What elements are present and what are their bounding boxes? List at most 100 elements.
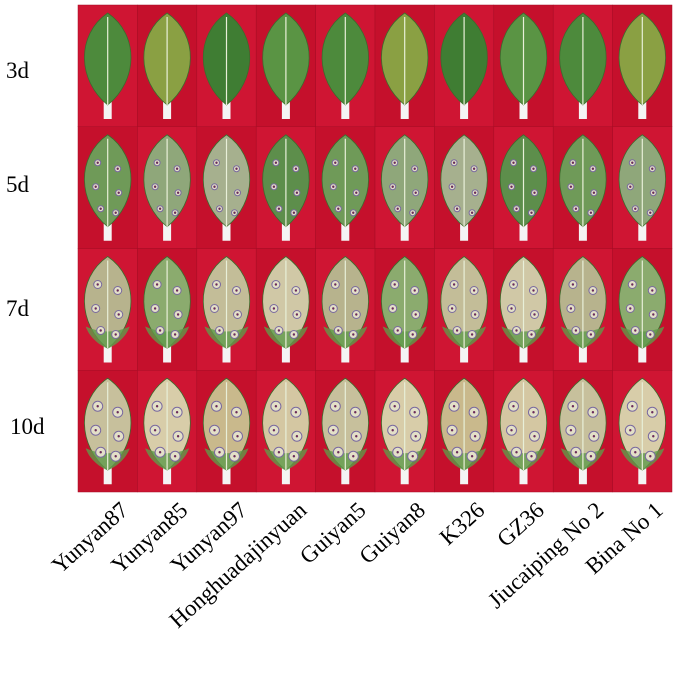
lesion-center (592, 191, 596, 194)
lesion-center (153, 307, 157, 310)
lesion-center (634, 451, 637, 454)
lesion-center (470, 211, 474, 214)
lesion-center (450, 185, 454, 188)
lesion-center (391, 307, 394, 310)
lesion-center (629, 429, 632, 432)
lesion-center (470, 455, 474, 458)
lesion-center (352, 455, 355, 458)
lesion-center (277, 329, 281, 332)
lesion-center (173, 455, 177, 458)
lesion-center (117, 191, 120, 194)
lesion-center (393, 405, 396, 408)
lesion-center (215, 405, 218, 408)
lesion-center (158, 451, 162, 454)
lesion-center (472, 167, 476, 170)
lesion-center (473, 313, 477, 316)
leaf-stem (281, 344, 290, 363)
lesion-center (574, 207, 578, 210)
lesion-center (233, 211, 236, 214)
lesion-center (155, 161, 159, 164)
lesion-center (155, 283, 159, 286)
lesion-center (355, 313, 358, 316)
lesion-center (532, 411, 535, 414)
lesion-center (153, 429, 157, 432)
lesion-center (452, 405, 456, 408)
lesion-center (176, 191, 180, 194)
lesion-center (96, 405, 99, 408)
lesion-center (295, 435, 299, 438)
lesion-center (391, 429, 394, 432)
leaf-stem (281, 222, 290, 241)
row-label: 3d (6, 58, 30, 83)
lesion-center (592, 313, 596, 316)
lesion-center (591, 289, 595, 292)
leaf-stem (638, 101, 647, 119)
lesion-center (354, 411, 357, 414)
leaf-stem (578, 222, 587, 241)
lesion-center (571, 161, 575, 164)
leaf-stem (638, 344, 647, 363)
lesion-center (652, 313, 655, 316)
lesion-center (158, 329, 162, 332)
lesion-center (213, 307, 216, 310)
lesion-center (411, 333, 414, 336)
lesion-center (96, 161, 99, 164)
lesion-center (292, 211, 296, 214)
column-label: Guiyan5 (295, 497, 371, 569)
leaf-stem (638, 466, 647, 485)
lesion-center (272, 307, 276, 310)
lesion-center (355, 191, 358, 194)
lesion-center (452, 161, 456, 164)
lesion-center (218, 451, 221, 454)
lesion-center (235, 167, 238, 170)
lesion-center (114, 211, 117, 214)
lesion-center (533, 435, 536, 438)
lesion-center (512, 161, 515, 164)
lesion-center (213, 185, 216, 188)
lesion-center (532, 289, 535, 292)
lesion-center (337, 329, 340, 332)
lesion-center (652, 191, 655, 194)
lesion-center (332, 429, 335, 432)
lesion-center (396, 207, 399, 210)
row-label: 7d (6, 296, 30, 321)
lesion-center (631, 283, 634, 286)
lesion-center (337, 451, 340, 454)
lesion-center (295, 191, 299, 194)
lesion-center (631, 161, 634, 164)
lesion-center (411, 211, 414, 214)
row-label: 5d (6, 172, 30, 197)
leaf-stem (222, 101, 231, 119)
lesion-center (510, 429, 513, 432)
lesion-center (155, 405, 159, 408)
leaf-stem (341, 466, 350, 485)
leaf-grid (77, 4, 673, 493)
lesion-center (274, 283, 278, 286)
lesion-center (631, 405, 634, 408)
lesion-center (99, 207, 102, 210)
lesion-center (530, 455, 533, 458)
lesion-center (292, 333, 296, 336)
lesion-center (94, 307, 97, 310)
lesion-center (569, 429, 573, 432)
leaf-stem (578, 466, 587, 485)
lesion-center (272, 429, 276, 432)
leaf-stem (222, 222, 231, 241)
leaf-stem (163, 101, 172, 119)
lesion-center (510, 307, 513, 310)
lesion-center (294, 289, 298, 292)
lesion-center (652, 435, 655, 438)
lesion-center (176, 435, 180, 438)
leaf-stem (163, 466, 172, 485)
lesion-center (334, 283, 337, 286)
lesion-center (99, 451, 102, 454)
lesion-center (94, 429, 97, 432)
lesion-center (332, 307, 335, 310)
lesion-center (274, 161, 278, 164)
lesion-center (629, 307, 632, 310)
lesion-center (277, 451, 281, 454)
lesion-center (116, 167, 119, 170)
lesion-center (96, 283, 99, 286)
lesion-center (592, 435, 596, 438)
